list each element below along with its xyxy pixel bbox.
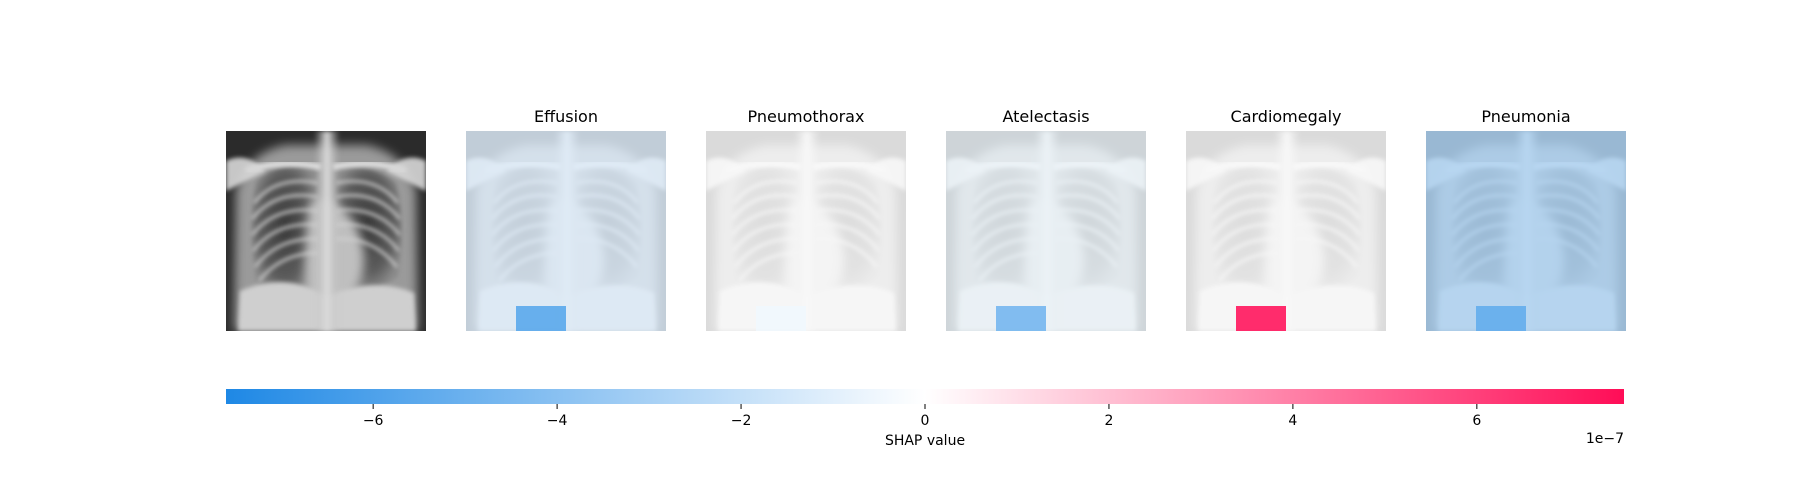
colorbar-tick-label: 4 — [1288, 413, 1297, 429]
panel-title-atelectasis: Atelectasis — [1002, 107, 1089, 126]
colorbar-gradient — [226, 389, 1624, 404]
shap-patch-pneumonia — [1476, 306, 1526, 331]
colorbar-tick-label: −2 — [731, 413, 752, 429]
shap-patch-effusion — [516, 306, 566, 331]
shap-patch-pneumothorax — [756, 306, 806, 331]
panel-image-effusion — [466, 131, 666, 331]
colorbar-tick-label: 0 — [921, 413, 930, 429]
colorbar-tick-label: −6 — [363, 413, 384, 429]
panel-title-pneumonia: Pneumonia — [1481, 107, 1570, 126]
panel-pneumonia: Pneumonia — [1426, 107, 1626, 331]
colorbar-tick-label: 6 — [1472, 413, 1481, 429]
colorbar: −6 −4 −2 0 2 4 6 SHAP value 1e−7 — [226, 389, 1624, 449]
colorbar-tick-label: −4 — [547, 413, 568, 429]
shap-patch-atelectasis — [996, 306, 1046, 331]
panel-title-effusion: Effusion — [534, 107, 598, 126]
panel-title-cardiomegaly: Cardiomegaly — [1231, 107, 1342, 126]
panel-atelectasis: Atelectasis — [946, 107, 1146, 331]
panel-image-pneumothorax — [706, 131, 906, 331]
shap-patch-cardiomegaly — [1236, 306, 1286, 331]
panel-image-cardiomegaly — [1186, 131, 1386, 331]
panel-effusion: Effusion — [466, 107, 666, 331]
panel-title-pneumothorax: Pneumothorax — [748, 107, 865, 126]
colorbar-scale-label: 1e−7 — [1586, 431, 1624, 447]
original-xray-panel — [226, 131, 426, 331]
panel-image-pneumonia — [1426, 131, 1626, 331]
panel-pneumothorax: Pneumothorax — [706, 107, 906, 331]
colorbar-tick-label: 2 — [1104, 413, 1113, 429]
panel-cardiomegaly: Cardiomegaly — [1186, 107, 1386, 331]
colorbar-label: SHAP value — [885, 433, 965, 449]
panel-image-atelectasis — [946, 131, 1146, 331]
